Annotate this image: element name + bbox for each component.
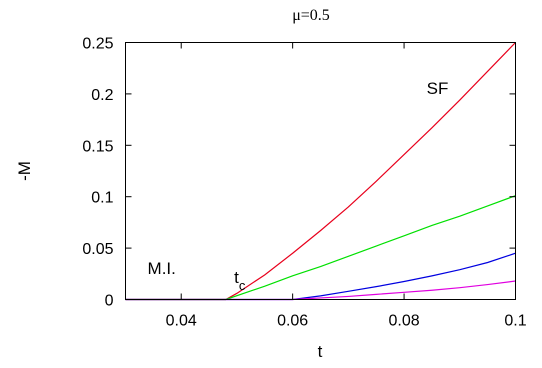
x-tick-label: 0.06: [277, 313, 308, 330]
annotation-3: tc: [234, 268, 246, 293]
series-group: [125, 42, 516, 301]
x-axis-label: t: [318, 342, 323, 361]
annotation-2: M.I.: [148, 259, 176, 278]
series-line-2: [125, 195, 516, 301]
plot-area: [125, 42, 516, 301]
annotation-1: SF: [427, 79, 449, 98]
x-axis: 0.04 0.06 0.08 0.1: [166, 42, 527, 330]
x-tick-label: 0.1: [504, 313, 526, 330]
y-axis: 0 0.05 0.1 0.15 0.2 0.25: [82, 36, 516, 310]
y-tick-label: 0.25: [82, 36, 113, 53]
y-tick-label: 0.2: [91, 87, 113, 104]
x-tick-label: 0.04: [166, 313, 197, 330]
y-tick-label: 0.1: [91, 190, 113, 207]
annotation-subscript: c: [239, 278, 246, 293]
y-tick-label: 0.05: [82, 241, 113, 258]
series-line-1: [125, 42, 516, 301]
series-line-4: [125, 280, 516, 301]
plot-frame: [125, 42, 516, 300]
y-tick-label: 0.15: [82, 138, 113, 155]
x-tick-label: 0.08: [389, 313, 420, 330]
y-tick-label: 0: [105, 293, 114, 310]
chart-title: μ=0.5: [292, 7, 330, 24]
series-line-3: [125, 252, 516, 301]
y-axis-label: -M: [15, 161, 34, 181]
annotations: SF M.I. tc: [148, 79, 449, 293]
